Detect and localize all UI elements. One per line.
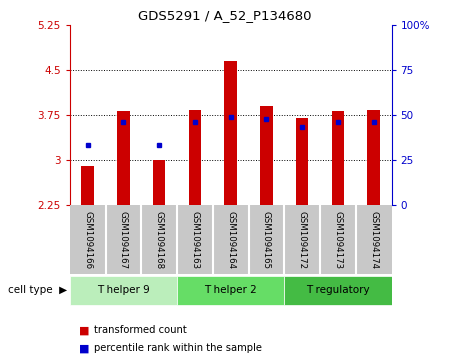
Text: GSM1094163: GSM1094163 (190, 211, 199, 269)
Bar (260, 106, 273, 205)
Bar (177, 276, 284, 305)
Bar (117, 111, 130, 205)
Bar (284, 276, 392, 305)
Bar (225, 61, 237, 205)
Text: ■: ■ (79, 343, 89, 354)
Text: T regulatory: T regulatory (306, 285, 370, 295)
Text: GSM1094174: GSM1094174 (369, 211, 378, 269)
Bar (332, 111, 344, 205)
Bar (81, 166, 94, 205)
Text: GSM1094165: GSM1094165 (262, 211, 271, 269)
Text: GSM1094168: GSM1094168 (155, 211, 164, 269)
Bar (367, 110, 380, 205)
Bar (70, 276, 177, 305)
Text: T helper 2: T helper 2 (204, 285, 257, 295)
Text: GSM1094172: GSM1094172 (297, 211, 306, 269)
Text: GSM1094173: GSM1094173 (333, 211, 342, 269)
Text: GSM1094166: GSM1094166 (83, 211, 92, 269)
Text: ■: ■ (79, 325, 89, 335)
Text: GSM1094164: GSM1094164 (226, 211, 235, 269)
Text: percentile rank within the sample: percentile rank within the sample (94, 343, 262, 354)
Text: T helper 9: T helper 9 (97, 285, 150, 295)
Bar (153, 160, 166, 205)
Bar (189, 110, 201, 205)
Text: GSM1094167: GSM1094167 (119, 211, 128, 269)
Text: transformed count: transformed count (94, 325, 187, 335)
Text: GDS5291 / A_52_P134680: GDS5291 / A_52_P134680 (138, 9, 312, 22)
Text: cell type  ▶: cell type ▶ (9, 285, 68, 295)
Bar (296, 118, 308, 205)
